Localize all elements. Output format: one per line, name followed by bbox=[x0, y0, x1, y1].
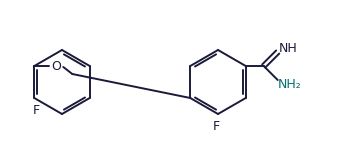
Text: NH: NH bbox=[278, 42, 297, 56]
Text: F: F bbox=[212, 120, 220, 132]
Text: F: F bbox=[33, 105, 40, 117]
Text: NH₂: NH₂ bbox=[278, 78, 302, 90]
Text: O: O bbox=[51, 60, 61, 72]
